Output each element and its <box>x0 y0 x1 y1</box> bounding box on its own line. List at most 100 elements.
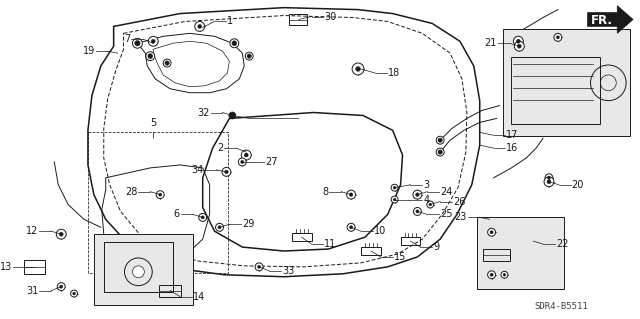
Text: 26: 26 <box>453 197 465 206</box>
Text: 22: 22 <box>556 239 568 249</box>
Text: 29: 29 <box>243 219 255 229</box>
Circle shape <box>488 228 495 236</box>
Text: FR.: FR. <box>591 14 612 27</box>
Circle shape <box>391 196 398 203</box>
Circle shape <box>438 150 442 154</box>
Text: 13: 13 <box>0 262 12 272</box>
Text: 10: 10 <box>374 226 386 236</box>
Circle shape <box>134 41 140 46</box>
Circle shape <box>148 36 158 46</box>
Text: 3: 3 <box>423 180 429 190</box>
Circle shape <box>73 292 76 295</box>
Circle shape <box>416 210 419 213</box>
Text: 20: 20 <box>572 180 584 190</box>
Circle shape <box>490 273 493 276</box>
Circle shape <box>201 216 204 219</box>
Circle shape <box>241 150 251 160</box>
Circle shape <box>413 207 421 215</box>
Circle shape <box>547 180 551 184</box>
Circle shape <box>247 54 252 58</box>
Circle shape <box>60 285 63 288</box>
Text: 8: 8 <box>322 187 328 197</box>
Circle shape <box>159 193 162 196</box>
Circle shape <box>198 25 202 28</box>
Bar <box>483 249 510 261</box>
Bar <box>94 234 193 305</box>
Circle shape <box>244 153 248 157</box>
Circle shape <box>60 232 63 236</box>
Text: 9: 9 <box>433 242 439 252</box>
Text: 30: 30 <box>324 11 337 22</box>
Circle shape <box>501 271 508 278</box>
Circle shape <box>429 203 431 206</box>
Bar <box>292 233 312 241</box>
Text: 25: 25 <box>440 209 452 219</box>
Circle shape <box>513 36 524 46</box>
Bar <box>159 285 181 297</box>
Text: 24: 24 <box>440 187 452 197</box>
Circle shape <box>352 63 364 75</box>
Circle shape <box>216 223 223 231</box>
Circle shape <box>225 170 228 174</box>
Circle shape <box>349 193 353 197</box>
Bar <box>504 29 630 136</box>
Text: 19: 19 <box>83 46 95 56</box>
Text: 17: 17 <box>506 130 519 140</box>
Circle shape <box>503 273 506 276</box>
Circle shape <box>230 39 239 48</box>
Circle shape <box>148 54 153 59</box>
Circle shape <box>347 190 356 199</box>
Bar <box>477 217 564 289</box>
Circle shape <box>436 148 444 156</box>
Circle shape <box>517 44 521 48</box>
Text: 32: 32 <box>197 108 210 117</box>
Circle shape <box>490 231 493 234</box>
Circle shape <box>132 38 142 48</box>
Circle shape <box>151 39 156 43</box>
Circle shape <box>438 138 442 142</box>
Circle shape <box>195 21 205 31</box>
Circle shape <box>393 186 396 189</box>
Text: 21: 21 <box>484 38 497 48</box>
Circle shape <box>57 283 65 291</box>
Circle shape <box>413 190 422 199</box>
Circle shape <box>391 184 398 191</box>
Bar <box>289 14 307 26</box>
Text: 14: 14 <box>193 292 205 301</box>
Bar <box>401 237 420 245</box>
Text: 4: 4 <box>423 195 429 204</box>
Text: 11: 11 <box>324 239 337 249</box>
Text: 2: 2 <box>217 143 223 153</box>
Circle shape <box>415 193 419 197</box>
Text: 31: 31 <box>26 286 38 296</box>
Text: 6: 6 <box>174 209 180 219</box>
Circle shape <box>356 67 360 71</box>
Bar <box>88 132 228 273</box>
Text: 12: 12 <box>26 226 38 236</box>
Circle shape <box>349 226 353 229</box>
Circle shape <box>241 160 244 164</box>
Circle shape <box>70 290 77 297</box>
Text: 27: 27 <box>265 157 278 167</box>
Circle shape <box>56 229 66 239</box>
Polygon shape <box>588 6 633 33</box>
Bar <box>511 57 600 124</box>
Circle shape <box>238 158 246 166</box>
Bar <box>104 242 173 292</box>
Circle shape <box>516 39 520 43</box>
Circle shape <box>554 33 562 41</box>
Circle shape <box>146 52 155 61</box>
Circle shape <box>232 41 237 46</box>
Circle shape <box>393 198 396 201</box>
Circle shape <box>245 52 253 60</box>
Circle shape <box>547 176 550 179</box>
Circle shape <box>156 191 164 199</box>
Text: 34: 34 <box>191 165 204 175</box>
Circle shape <box>132 266 145 278</box>
Circle shape <box>427 201 434 208</box>
Circle shape <box>347 223 355 231</box>
Text: 1: 1 <box>227 17 234 26</box>
Circle shape <box>488 271 495 279</box>
Text: 7: 7 <box>124 34 131 44</box>
Circle shape <box>222 167 231 176</box>
